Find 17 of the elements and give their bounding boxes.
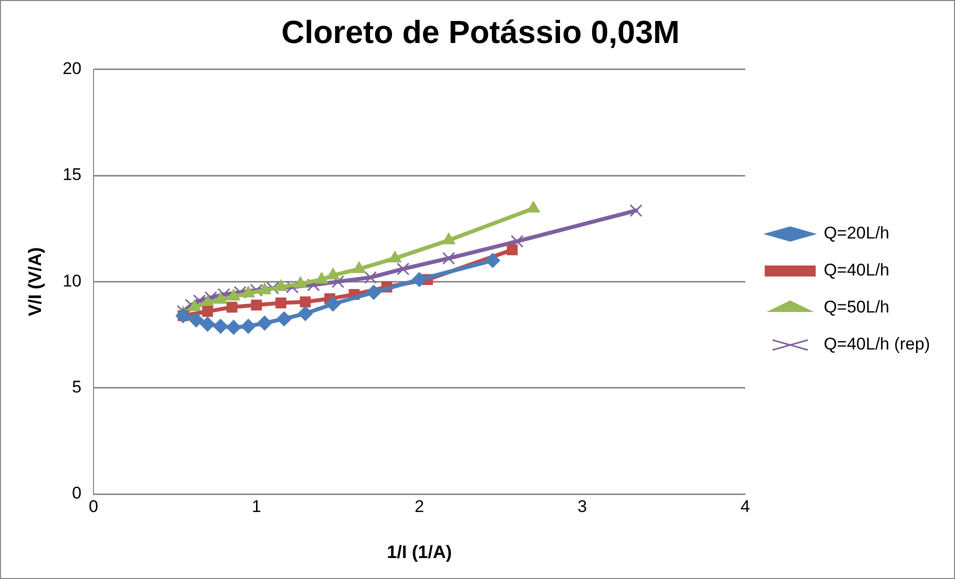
x-tick-label: 2 bbox=[414, 496, 424, 516]
legend-label: Q=40L/h bbox=[824, 260, 890, 280]
x-tick-label: 0 bbox=[88, 496, 98, 516]
y-tick-label: 0 bbox=[72, 484, 82, 503]
chart-title: Cloreto de Potássio 0,03M bbox=[281, 14, 680, 50]
legend-label: Q=50L/h bbox=[824, 298, 890, 317]
x-tick-label: 1 bbox=[252, 496, 262, 516]
x-tick-label: 3 bbox=[578, 496, 588, 516]
legend-label: Q=20L/h bbox=[824, 224, 890, 243]
x-axis-title: 1/I (1/A) bbox=[386, 542, 452, 562]
legend-label: Q=40L/h (rep) bbox=[824, 334, 930, 354]
y-tick-label: 5 bbox=[72, 378, 82, 397]
y-tick-label: 15 bbox=[62, 165, 82, 184]
y-axis-title: V/I (V/A) bbox=[24, 247, 45, 316]
y-tick-label: 10 bbox=[62, 271, 82, 290]
y-tick-label: 20 bbox=[62, 59, 82, 78]
x-tick-label: 4 bbox=[740, 496, 750, 516]
